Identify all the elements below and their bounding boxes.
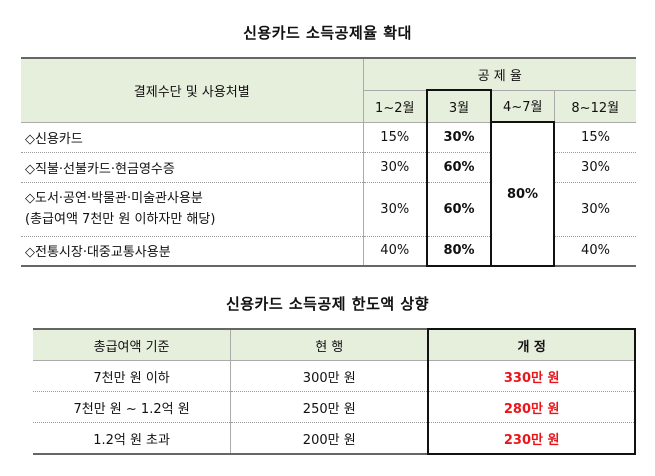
income-basis: 7천만 원 이하: [33, 360, 231, 392]
row-label: ◇신용카드: [21, 122, 363, 153]
table-row: ◇신용카드 15% 30% 80% 15%: [21, 121, 636, 267]
revised-limit: 230만 원: [427, 422, 636, 455]
table-row: ◇도서·공연·박물관·미술관사용분 (총급여액 7천만 원 이하자만 해당) 3…: [21, 182, 636, 237]
title-deduction-limit: 신용카드 소득공제 한도액 상향: [225, 295, 430, 313]
row-label: ◇도서·공연·박물관·미술관사용분: [25, 191, 203, 206]
table-row: ◇직불·선불카드·현금영수증 30% 60% 30%: [21, 152, 636, 183]
rate-aug-dec: 15%: [553, 122, 636, 153]
rate-mar: 60%: [426, 152, 492, 183]
table-row: 7천만 원 ~ 1.2억 원 250만 원 280만 원: [33, 391, 636, 423]
rate-apr-jul-merged: 80%: [490, 121, 555, 267]
rate-aug-dec: 30%: [553, 152, 636, 183]
row-sublabel: (총급여액 7천만 원 이하자만 해당): [25, 212, 216, 227]
rate-jan-feb: 15%: [362, 122, 427, 153]
table-row: 7천만 원 이하 300만 원 330만 원: [33, 360, 636, 392]
rate-jan-feb: 40%: [362, 236, 427, 266]
header-period-mar: 3월: [426, 89, 492, 123]
rate-mar: 80%: [426, 236, 492, 267]
header-payment-method: 결제수단 및 사용처별: [21, 58, 363, 123]
revised-limit: 330만 원: [427, 360, 636, 392]
revised-limit: 280만 원: [427, 391, 636, 423]
row-label: ◇전통시장·대중교통사용분: [25, 245, 171, 261]
header-current: 현 행: [230, 329, 429, 361]
income-basis: 7천만 원 ~ 1.2억 원: [33, 391, 231, 423]
header-income-basis: 총급여액 기준: [33, 329, 231, 361]
rate-mar: 30%: [426, 122, 492, 153]
table-row: ◇전통시장·대중교통사용분 40% 80% 40%: [21, 236, 636, 267]
header-period-aug-dec: 8~12월: [553, 90, 636, 123]
income-basis: 1.2억 원 초과: [93, 432, 170, 448]
header-revised: 개 정: [427, 328, 636, 361]
deduction-rate-table: 결제수단 및 사용처별 공 제 율 1~2월 3월 4~7월 8~12월 ◇신용…: [21, 57, 636, 267]
table-row: 1.2억 원 초과 200만 원 230만 원: [33, 422, 636, 455]
current-limit: 250만 원: [230, 391, 429, 423]
row-label: ◇직불·선불카드·현금영수증: [21, 152, 363, 183]
header-period-apr-jul: 4~7월: [490, 90, 554, 123]
current-limit: 200만 원: [230, 422, 429, 454]
current-limit: 300만 원: [230, 360, 429, 392]
rate-jan-feb: 30%: [362, 182, 427, 237]
header-period-jan-feb: 1~2월: [362, 90, 427, 123]
rate-aug-dec: 30%: [553, 182, 636, 237]
rate-aug-dec: 40%: [553, 236, 636, 266]
deduction-limit-table: 총급여액 기준 현 행 개 정 7천만 원 이하 300만 원 330만 원 7…: [33, 328, 636, 455]
header-deduction-rate: 공 제 율: [362, 58, 636, 91]
rate-mar: 60%: [426, 182, 492, 237]
rate-jan-feb: 30%: [362, 152, 427, 183]
title-credit-card-deduction-rate: 신용카드 소득공제율 확대: [243, 24, 412, 42]
